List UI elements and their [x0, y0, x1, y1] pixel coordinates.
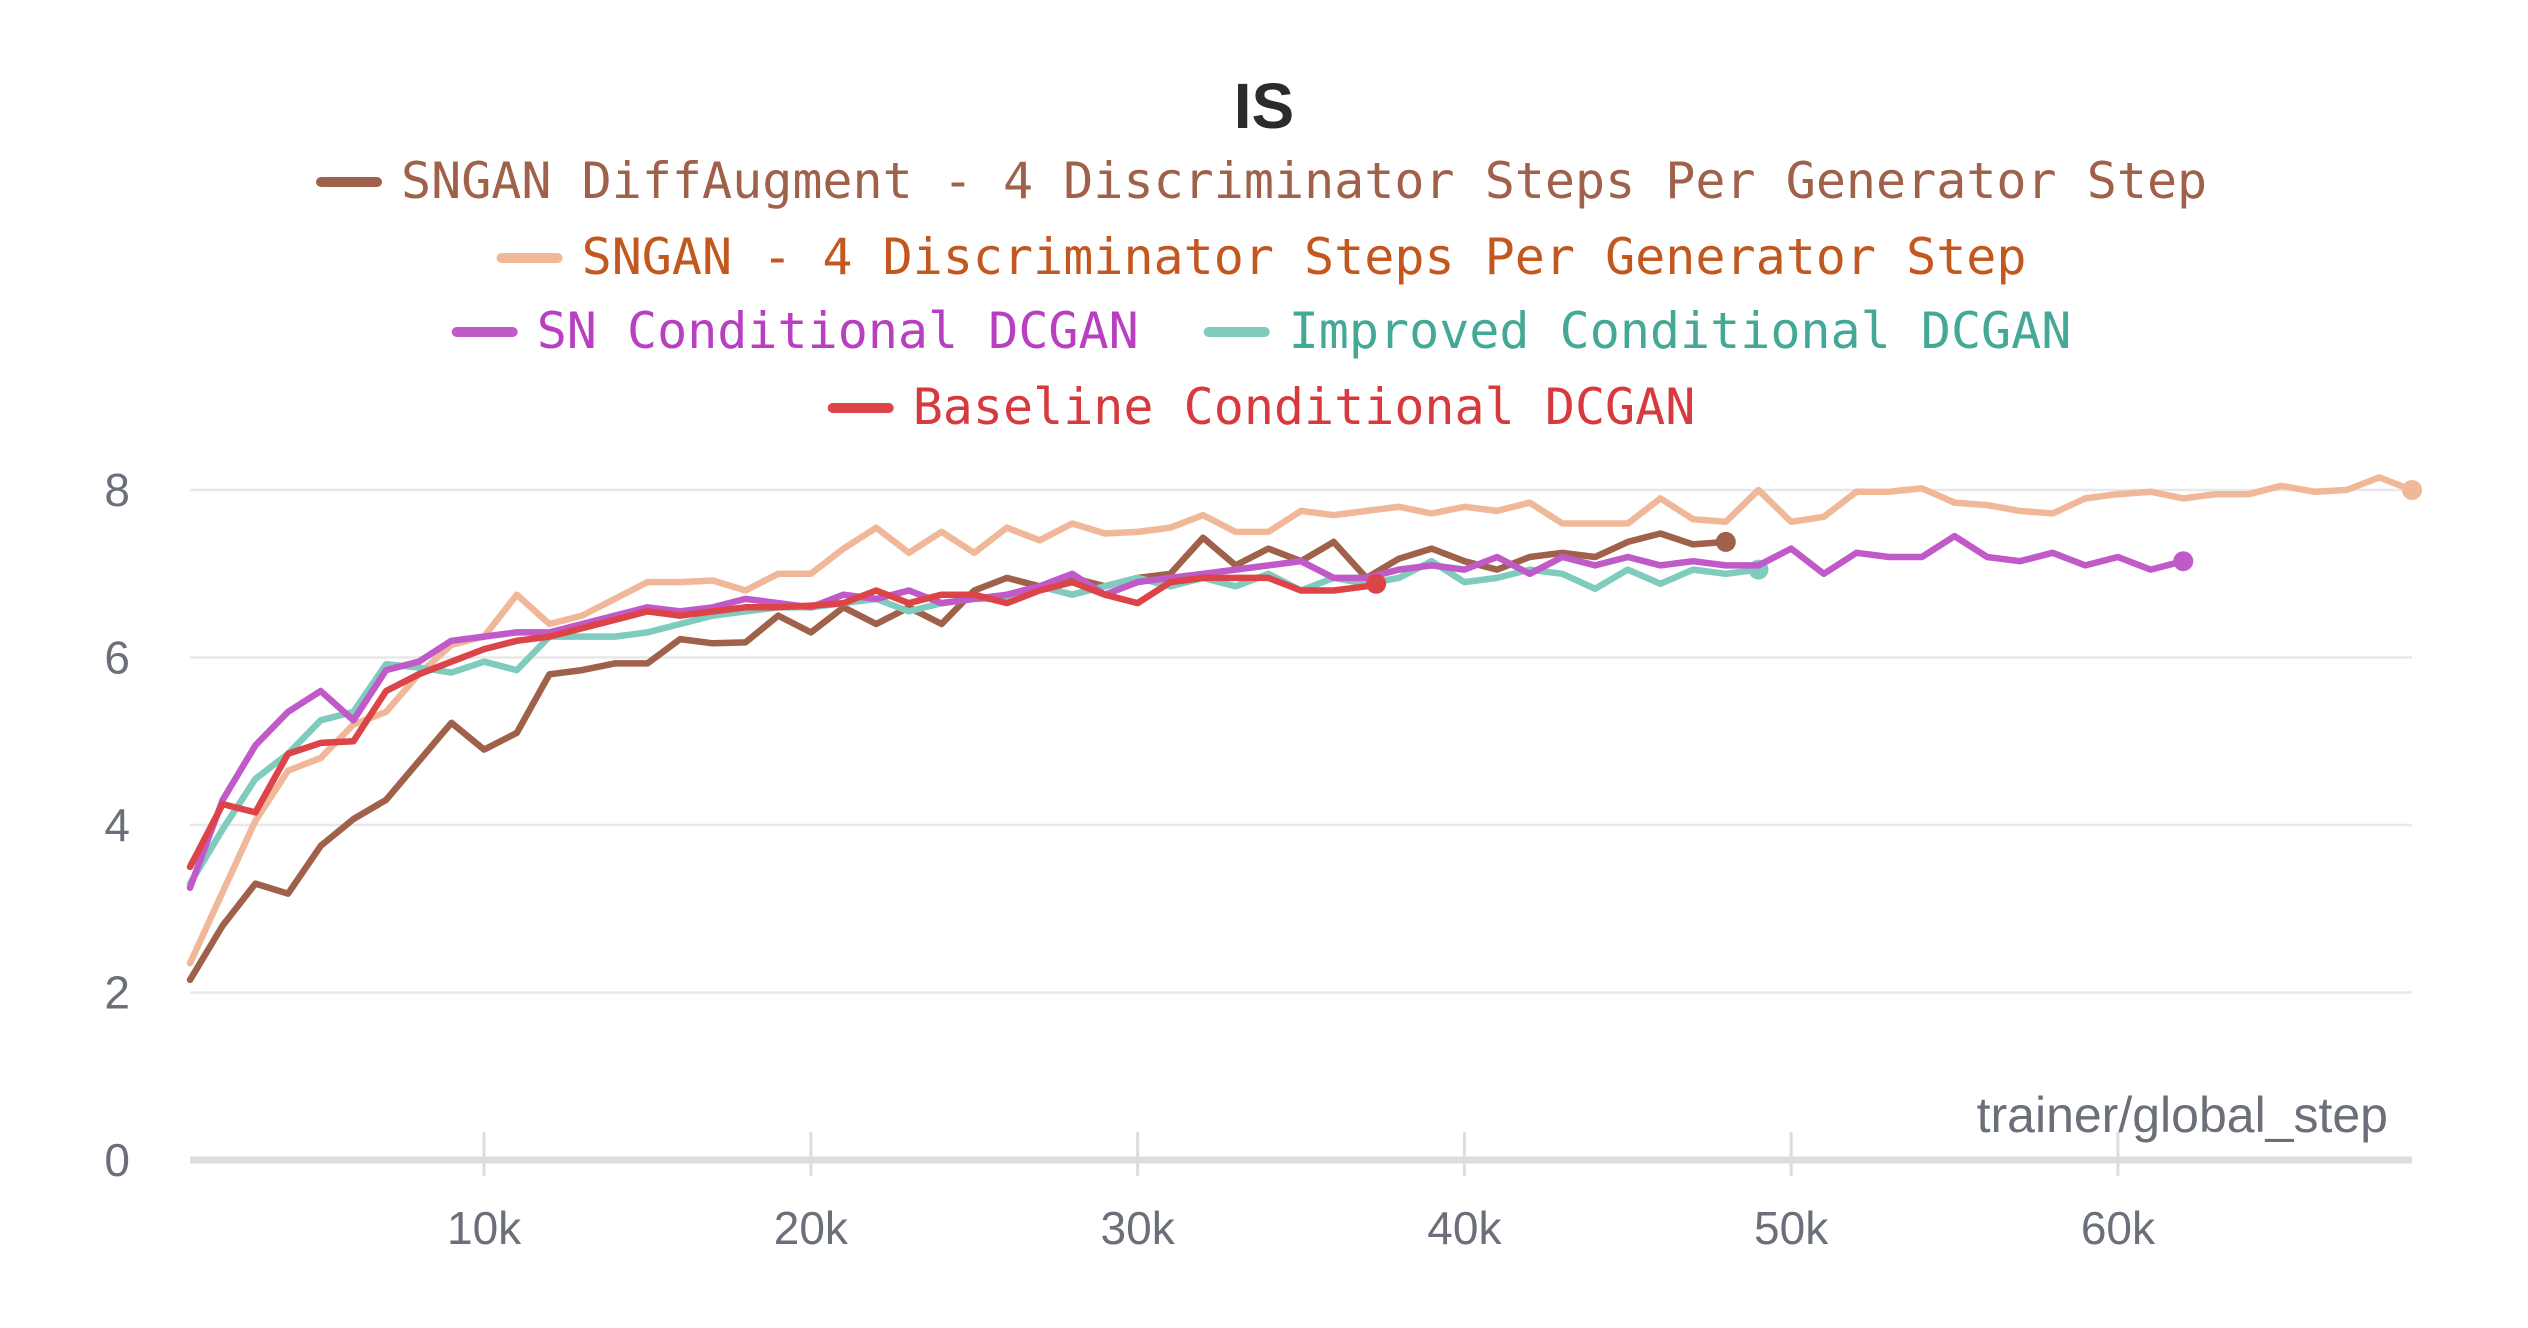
chart-title: IS: [1234, 70, 1294, 142]
series-line: [186, 530, 1730, 984]
legend-label[interactable]: Improved Conditional DCGAN: [1289, 302, 2072, 360]
series-line: [186, 532, 2187, 892]
chart-legend: SNGAN DiffAugment - 4 Discriminator Step…: [316, 152, 2207, 436]
legend-label[interactable]: SNGAN DiffAugment - 4 Discriminator Step…: [401, 152, 2207, 210]
series-line: [186, 474, 2416, 967]
series-line: [186, 574, 1380, 871]
x-tick-label: 50k: [1754, 1202, 1829, 1254]
x-axis: 10k 20k 30k 40k 50k 60k: [190, 1132, 2412, 1254]
gridlines: [190, 488, 2412, 994]
series-group: [186, 474, 2422, 984]
x-tick-label: 60k: [2081, 1202, 2156, 1254]
x-tick-label: 20k: [774, 1202, 849, 1254]
series-end-point: [1366, 573, 1387, 594]
y-tick-label: 4: [104, 799, 130, 851]
y-tick-label: 8: [104, 464, 130, 516]
legend-label[interactable]: Baseline Conditional DCGAN: [913, 378, 1696, 436]
series-end-point: [1715, 531, 1736, 552]
x-tick-label: 40k: [1427, 1202, 1502, 1254]
y-tick-label: 0: [104, 1134, 130, 1186]
series-end-point: [2402, 480, 2422, 500]
x-tick-label: 10k: [447, 1202, 522, 1254]
y-tick-label: 6: [104, 632, 130, 684]
y-tick-label: 2: [104, 967, 130, 1019]
legend-label[interactable]: SN Conditional DCGAN: [537, 302, 1139, 360]
series-line: [186, 557, 1762, 887]
y-axis: 0 2 4 6 8: [104, 464, 130, 1186]
x-tick-label: 30k: [1101, 1202, 1176, 1254]
series-end-point: [2173, 551, 2194, 572]
legend-label[interactable]: SNGAN - 4 Discriminator Steps Per Genera…: [582, 228, 2027, 286]
x-axis-label: trainer/global_step: [1977, 1087, 2388, 1143]
